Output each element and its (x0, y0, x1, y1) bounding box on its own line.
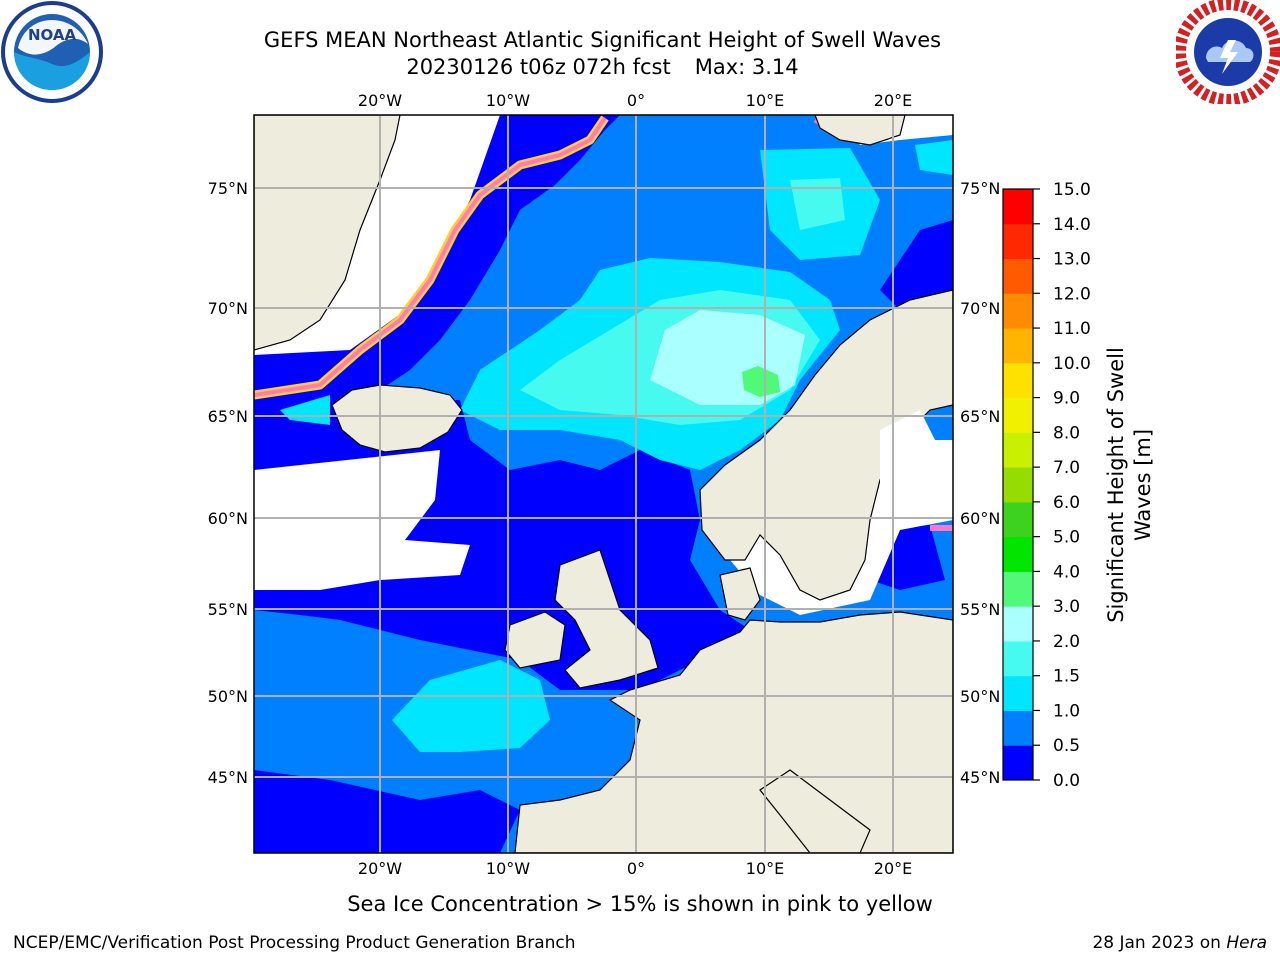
colorbar-cell (1003, 432, 1033, 468)
lat-label: 75°N (208, 179, 248, 198)
lon-label: 20°E (874, 91, 912, 110)
swell-band-3.0-4.0 (742, 366, 780, 397)
lat-label: 75°N (960, 179, 1000, 198)
gulf-of-bothnia-no-data (880, 410, 940, 500)
generation-date-text: 28 Jan 2023 on (1092, 933, 1221, 953)
lat-labels-left: 75°N 70°N 65°N 60°N 55°N 50°N 45°N (208, 179, 248, 787)
colorbar-tick-label: 15.0 (1053, 180, 1091, 200)
lon-label: 20°E (874, 859, 912, 878)
colorbar-cell (1003, 328, 1033, 364)
lat-labels-right: 75°N 70°N 65°N 60°N 55°N 50°N 45°N (960, 179, 1000, 787)
colorbar-tick-label: 0.5 (1053, 736, 1080, 756)
map-frame (253, 114, 954, 854)
great-britain (554, 549, 659, 689)
plot-subtitle: 20230126 t06z 072h fcst Max: 3.14 (180, 54, 1025, 80)
colorbar-tick-label: 2.0 (1053, 632, 1080, 652)
lon-label: 0° (627, 91, 645, 110)
noaa-logo-icon: NOAA (1, 1, 103, 103)
colorbar-tick-label: 0.0 (1053, 771, 1080, 791)
lon-label: 20°W (358, 91, 402, 110)
colorbar-tick-label: 7.0 (1053, 458, 1080, 478)
colorbar-tick-label: 14.0 (1053, 215, 1091, 235)
lat-label: 70°N (208, 299, 248, 318)
lat-label: 65°N (960, 407, 1000, 426)
lat-label: 55°N (208, 600, 248, 619)
colorbar-tick-label: 1.0 (1053, 701, 1080, 721)
noaa-logo-text: NOAA (28, 26, 77, 44)
sea-ice-note: Sea Ice Concentration > 15% is shown in … (347, 892, 933, 916)
colorbar-cell (1003, 536, 1033, 572)
colorbar-tick-label: 8.0 (1053, 423, 1080, 443)
colorbar-label: Significant Height of Swell Waves [m] (1104, 347, 1155, 623)
italy (759, 769, 871, 853)
lon-labels-top: 20°W 10°W 0° 10°E 20°E (358, 91, 912, 110)
greenland (254, 115, 401, 351)
colorbar-cell (1003, 640, 1033, 677)
colorbar-tick-label: 1.5 (1053, 667, 1080, 687)
nws-logo-icon (1176, 0, 1280, 104)
svalbard (814, 115, 906, 146)
colorbar-cell (1003, 571, 1033, 607)
colorbar-cell (1003, 223, 1033, 260)
colorbar-tick-label: 9.0 (1053, 389, 1080, 409)
max-value-label: Max: 3.14 (694, 55, 799, 79)
lat-label: 45°N (960, 768, 1000, 787)
colorbar-cell (1003, 293, 1033, 329)
colorbar-cell (1003, 745, 1033, 781)
colorbar-tick-label: 3.0 (1053, 597, 1080, 617)
colorbar-tick-label: 11.0 (1053, 319, 1091, 339)
colorbar-tick-label: 13.0 (1053, 250, 1091, 270)
colorbar-tick-label: 10.0 (1053, 354, 1091, 374)
europe-mainland (514, 611, 953, 853)
lat-label: 55°N (960, 600, 1000, 619)
lon-label: 10°W (486, 859, 530, 878)
generation-date: 28 Jan 2023 on Hera (1092, 932, 1267, 954)
colorbar-cell (1003, 189, 1033, 225)
plot-title: GEFS MEAN Northeast Atlantic Significant… (263, 28, 942, 52)
colorbar-cell (1003, 258, 1033, 294)
colorbar-cell (1003, 675, 1033, 711)
colorbar-label-line2: Waves [m] (1131, 429, 1155, 541)
colorbar-cell (1003, 362, 1033, 399)
colorbar-cells (1003, 189, 1033, 781)
map-plot-area (254, 115, 953, 853)
lat-label: 45°N (208, 768, 248, 787)
lat-label: 60°N (208, 509, 248, 528)
producer-credit: NCEP/EMC/Verification Post Processing Pr… (13, 933, 576, 953)
lon-label: 10°W (486, 91, 530, 110)
colorbar: 0.0 0.5 1.0 1.5 2.0 3.0 4.0 5.0 6.0 7.0 8.0 9.0 10.0… (1002, 180, 1091, 791)
ireland (504, 611, 566, 669)
colorbar-ticks: 0.0 0.5 1.0 1.5 2.0 3.0 4.0 5.0 6.0 7.0 8.0 9.0 10.0… (1033, 180, 1091, 791)
colorbar-cell (1003, 501, 1033, 538)
colorbar-tick-label: 6.0 (1053, 493, 1080, 513)
colorbar-cell (1003, 397, 1033, 433)
colorbar-cell (1003, 606, 1033, 642)
colorbar-tick-label: 5.0 (1053, 528, 1080, 548)
lon-label: 0° (627, 859, 645, 878)
generation-host: Hera (1226, 933, 1267, 953)
lat-label: 70°N (960, 299, 1000, 318)
colorbar-cell (1003, 710, 1033, 746)
lon-label: 10°E (746, 859, 784, 878)
lat-label: 60°N (960, 509, 1000, 528)
land-masses (254, 115, 953, 853)
iceland (331, 384, 463, 453)
colorbar-tick-label: 4.0 (1053, 562, 1080, 582)
lon-label: 20°W (358, 859, 402, 878)
colorbar-cell (1003, 467, 1033, 503)
lat-label: 50°N (960, 687, 1000, 706)
colorbar-label-line1: Significant Height of Swell (1104, 347, 1128, 623)
lon-labels-bottom: 20°W 10°W 0° 10°E 20°E (358, 859, 912, 878)
forecast-run-label: 20230126 t06z 072h fcst (406, 55, 671, 79)
lat-label: 50°N (208, 687, 248, 706)
colorbar-frame (1002, 188, 1034, 781)
colorbar-tick-label: 12.0 (1053, 284, 1091, 304)
lat-label: 65°N (208, 407, 248, 426)
graticule (254, 115, 953, 853)
lon-label: 10°E (746, 91, 784, 110)
